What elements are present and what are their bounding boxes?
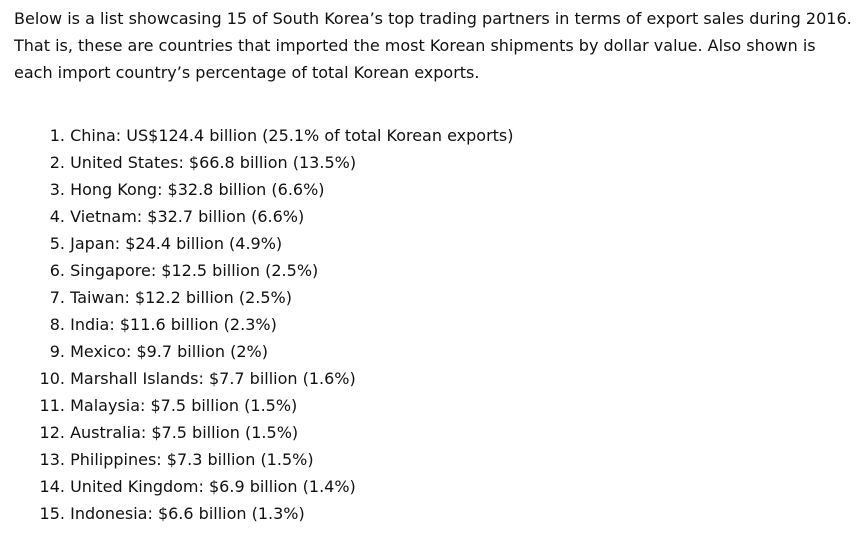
list-item-number: 13.: [39, 450, 65, 469]
list-item-number: 2.: [49, 153, 65, 172]
list-item: 9. Mexico: $9.7 billion (2%): [20, 338, 514, 365]
list-item: 4. Vietnam: $32.7 billion (6.6%): [20, 203, 514, 230]
list-item-number: 11.: [39, 396, 65, 415]
list-item-text: Indonesia: $6.6 billion (1.3%): [70, 504, 305, 523]
list-item: 7. Taiwan: $12.2 billion (2.5%): [20, 284, 514, 311]
list-item: 2. United States: $66.8 billion (13.5%): [20, 149, 514, 176]
intro-paragraph: Below is a list showcasing 15 of South K…: [14, 9, 852, 82]
list-item-number: 7.: [49, 288, 65, 307]
list-item: 3. Hong Kong: $32.8 billion (6.6%): [20, 176, 514, 203]
list-item-text: Philippines: $7.3 billion (1.5%): [70, 450, 314, 469]
list-item-number: 4.: [49, 207, 65, 226]
list-item-text: Singapore: $12.5 billion (2.5%): [70, 261, 319, 280]
list-item-text: Vietnam: $32.7 billion (6.6%): [70, 207, 305, 226]
list-item-number: 5.: [49, 234, 65, 253]
list-item: 12. Australia: $7.5 billion (1.5%): [20, 419, 514, 446]
list-item-text: United Kingdom: $6.9 billion (1.4%): [70, 477, 356, 496]
list-item-text: United States: $66.8 billion (13.5%): [70, 153, 357, 172]
list-item-number: 3.: [49, 180, 65, 199]
list-item: 14. United Kingdom: $6.9 billion (1.4%): [20, 473, 514, 500]
list-item-number: 9.: [49, 342, 65, 361]
list-item-text: Australia: $7.5 billion (1.5%): [70, 423, 299, 442]
list-item-text: Japan: $24.4 billion (4.9%): [70, 234, 283, 253]
list-item-text: Hong Kong: $32.8 billion (6.6%): [70, 180, 325, 199]
list-item-number: 15.: [39, 504, 65, 523]
list-item-text: China: US$124.4 billion (25.1% of total …: [70, 126, 514, 145]
list-item-text: Marshall Islands: $7.7 billion (1.6%): [70, 369, 356, 388]
list-item-number: 1.: [49, 126, 65, 145]
list-item: 13. Philippines: $7.3 billion (1.5%): [20, 446, 514, 473]
list-item-number: 12.: [39, 423, 65, 442]
list-item: 8. India: $11.6 billion (2.3%): [20, 311, 514, 338]
list-item-number: 6.: [49, 261, 65, 280]
list-item: 10. Marshall Islands: $7.7 billion (1.6%…: [20, 365, 514, 392]
list-item-number: 10.: [39, 369, 65, 388]
list-item-text: India: $11.6 billion (2.3%): [70, 315, 277, 334]
list-item-text: Malaysia: $7.5 billion (1.5%): [70, 396, 298, 415]
list-item: 11. Malaysia: $7.5 billion (1.5%): [20, 392, 514, 419]
list-item-text: Mexico: $9.7 billion (2%): [70, 342, 268, 361]
list-item-number: 14.: [39, 477, 65, 496]
list-item: 15. Indonesia: $6.6 billion (1.3%): [20, 500, 514, 527]
trading-partners-list: 1. China: US$124.4 billion (25.1% of tot…: [20, 122, 514, 527]
list-item: 6. Singapore: $12.5 billion (2.5%): [20, 257, 514, 284]
list-item-number: 8.: [49, 315, 65, 334]
list-item-text: Taiwan: $12.2 billion (2.5%): [70, 288, 292, 307]
list-item: 5. Japan: $24.4 billion (4.9%): [20, 230, 514, 257]
list-item: 1. China: US$124.4 billion (25.1% of tot…: [20, 122, 514, 149]
